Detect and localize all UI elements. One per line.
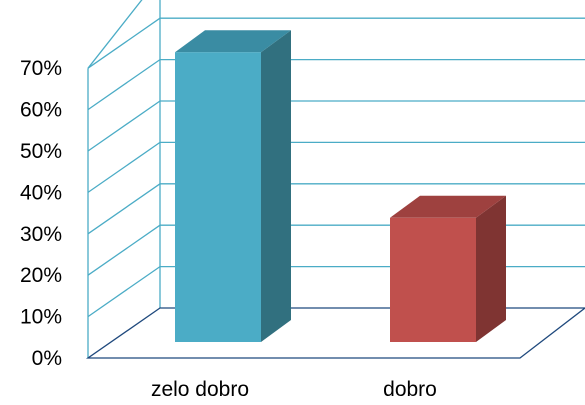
chart-floor <box>85 307 585 359</box>
y-tick-label: 30% <box>20 223 62 246</box>
x-category-label: dobro <box>383 378 437 401</box>
bar-side-face <box>476 195 506 342</box>
gridline-side <box>87 266 161 318</box>
bar-front-face <box>175 52 261 342</box>
gridline-side <box>87 17 161 69</box>
side-wall-top <box>87 0 143 69</box>
labels: 0% 10% 20% 30% 40% 50% 60% 70% zelo dobro dobro <box>20 57 437 401</box>
bar-1 <box>175 30 291 342</box>
y-tick-label: 0% <box>32 347 62 370</box>
y-tick-label: 60% <box>20 99 62 122</box>
gridline-side <box>87 183 161 235</box>
bar-2 <box>390 195 506 342</box>
gridline-side <box>87 100 161 152</box>
bar-top-face <box>175 30 291 53</box>
gridline-side <box>87 59 161 111</box>
y-tick-label: 50% <box>20 140 62 163</box>
bar-front-face <box>390 217 476 342</box>
gridline-side <box>87 224 161 276</box>
gridlines <box>85 0 585 359</box>
y-tick-label: 70% <box>20 57 62 80</box>
y-tick-label: 10% <box>20 306 62 329</box>
y-tick-label: 40% <box>20 181 62 204</box>
y-tick-label: 20% <box>20 264 62 287</box>
bar-side-face <box>261 30 291 342</box>
gridline-side <box>87 141 161 193</box>
bars <box>175 30 506 342</box>
bar-top-face <box>390 195 506 218</box>
x-category-label: zelo dobro <box>151 378 249 401</box>
